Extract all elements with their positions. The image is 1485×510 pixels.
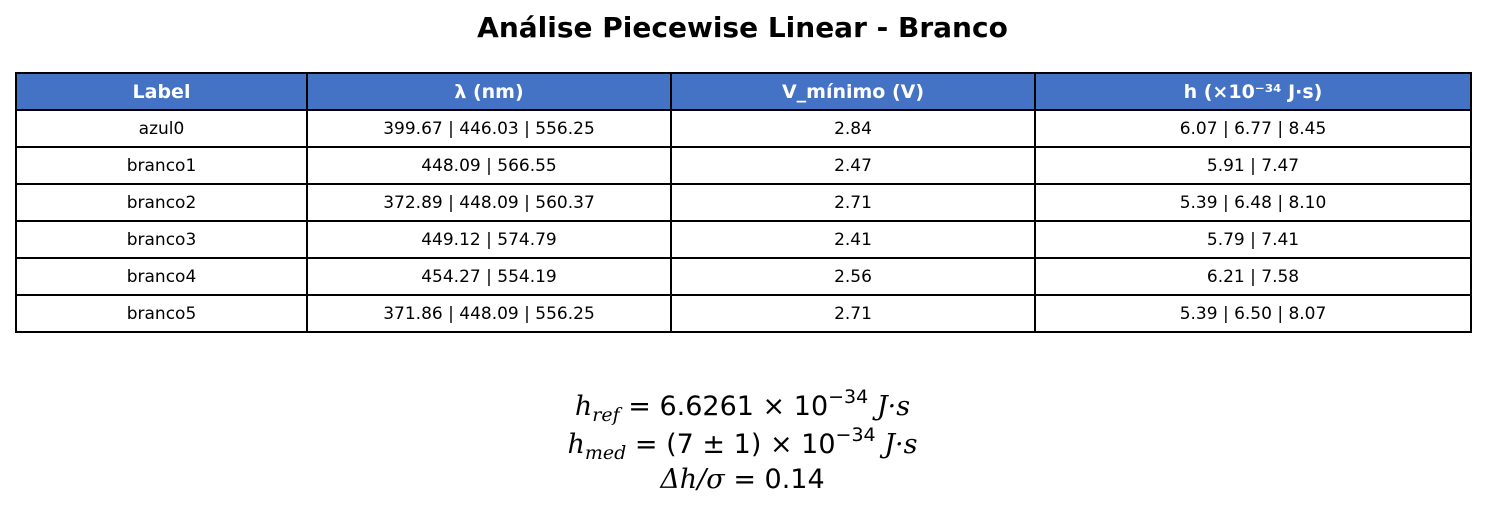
cell-wavelength: 399.67 | 446.03 | 556.25 <box>306 109 672 148</box>
cell-h: 5.91 | 7.47 <box>1034 146 1472 185</box>
cell-v-min: 2.47 <box>670 146 1036 185</box>
cell-wavelength: 372.89 | 448.09 | 560.37 <box>306 183 672 222</box>
h-med-annotation: hmed = (7 ± 1) × 10−34 J·s <box>567 424 918 464</box>
h-ref-subscript: ref <box>592 404 620 426</box>
h-med-subscript: med <box>584 442 627 464</box>
table-header-row: Label λ (nm) V_mínimo (V) h (×10⁻³⁴ J·s) <box>15 72 1472 111</box>
cell-h: 5.39 | 6.50 | 8.07 <box>1034 294 1472 333</box>
ratio-symbol: Δh/σ <box>660 464 725 495</box>
h-med-base: 10 <box>801 429 836 460</box>
table-row: azul0 399.67 | 446.03 | 556.25 2.84 6.07… <box>15 109 1472 148</box>
cell-label: branco5 <box>15 294 308 333</box>
cell-label: branco4 <box>15 257 308 296</box>
h-med-value: (7 ± 1) <box>666 429 762 460</box>
cell-wavelength: 371.86 | 448.09 | 556.25 <box>306 294 672 333</box>
cell-h: 6.07 | 6.77 | 8.45 <box>1034 109 1472 148</box>
cell-wavelength: 454.27 | 554.19 <box>306 257 672 296</box>
cell-h: 5.79 | 7.41 <box>1034 220 1472 259</box>
h-ref-annotation: href = 6.6261 × 10−34 J·s <box>574 386 911 426</box>
column-header-h: h (×10⁻³⁴ J·s) <box>1034 72 1472 111</box>
cell-v-min: 2.71 <box>670 294 1036 333</box>
h-med-times: × <box>769 429 793 460</box>
cell-v-min: 2.56 <box>670 257 1036 296</box>
table-row: branco4 454.27 | 554.19 2.56 6.21 | 7.58 <box>15 257 1472 296</box>
h-ref-times: × <box>762 391 786 422</box>
column-header-wavelength: λ (nm) <box>306 72 672 111</box>
cell-h: 5.39 | 6.48 | 8.10 <box>1034 183 1472 222</box>
cell-h: 6.21 | 7.58 <box>1034 257 1472 296</box>
table-row: branco1 448.09 | 566.55 2.47 5.91 | 7.47 <box>15 146 1472 185</box>
h-med-symbol: h <box>567 429 585 460</box>
cell-label: branco3 <box>15 220 308 259</box>
ratio-annotation: Δh/σ = 0.14 <box>660 464 825 495</box>
cell-v-min: 2.41 <box>670 220 1036 259</box>
cell-wavelength: 448.09 | 566.55 <box>306 146 672 185</box>
h-ref-unit: J·s <box>876 391 911 422</box>
cell-wavelength: 449.12 | 574.79 <box>306 220 672 259</box>
table-row: branco5 371.86 | 448.09 | 556.25 2.71 5.… <box>15 294 1472 333</box>
ratio-value: 0.14 <box>764 464 825 495</box>
h-ref-base: 10 <box>793 391 829 422</box>
h-med-exponent: −34 <box>835 424 876 446</box>
cell-label: branco1 <box>15 146 308 185</box>
table-row: branco3 449.12 | 574.79 2.41 5.79 | 7.41 <box>15 220 1472 259</box>
h-ref-exponent: −34 <box>828 386 869 408</box>
h-ref-symbol: h <box>574 391 593 422</box>
column-header-label: Label <box>15 72 308 111</box>
chart-title: Análise Piecewise Linear - Branco <box>477 11 1008 44</box>
cell-v-min: 2.71 <box>670 183 1036 222</box>
results-table: Label λ (nm) V_mínimo (V) h (×10⁻³⁴ J·s)… <box>15 72 1472 333</box>
cell-v-min: 2.84 <box>670 109 1036 148</box>
h-ref-value: 6.6261 <box>659 391 754 422</box>
table-row: branco2 372.89 | 448.09 | 560.37 2.71 5.… <box>15 183 1472 222</box>
cell-label: branco2 <box>15 183 308 222</box>
cell-label: azul0 <box>15 109 308 148</box>
h-med-unit: J·s <box>884 429 918 460</box>
column-header-v-min: V_mínimo (V) <box>670 72 1036 111</box>
